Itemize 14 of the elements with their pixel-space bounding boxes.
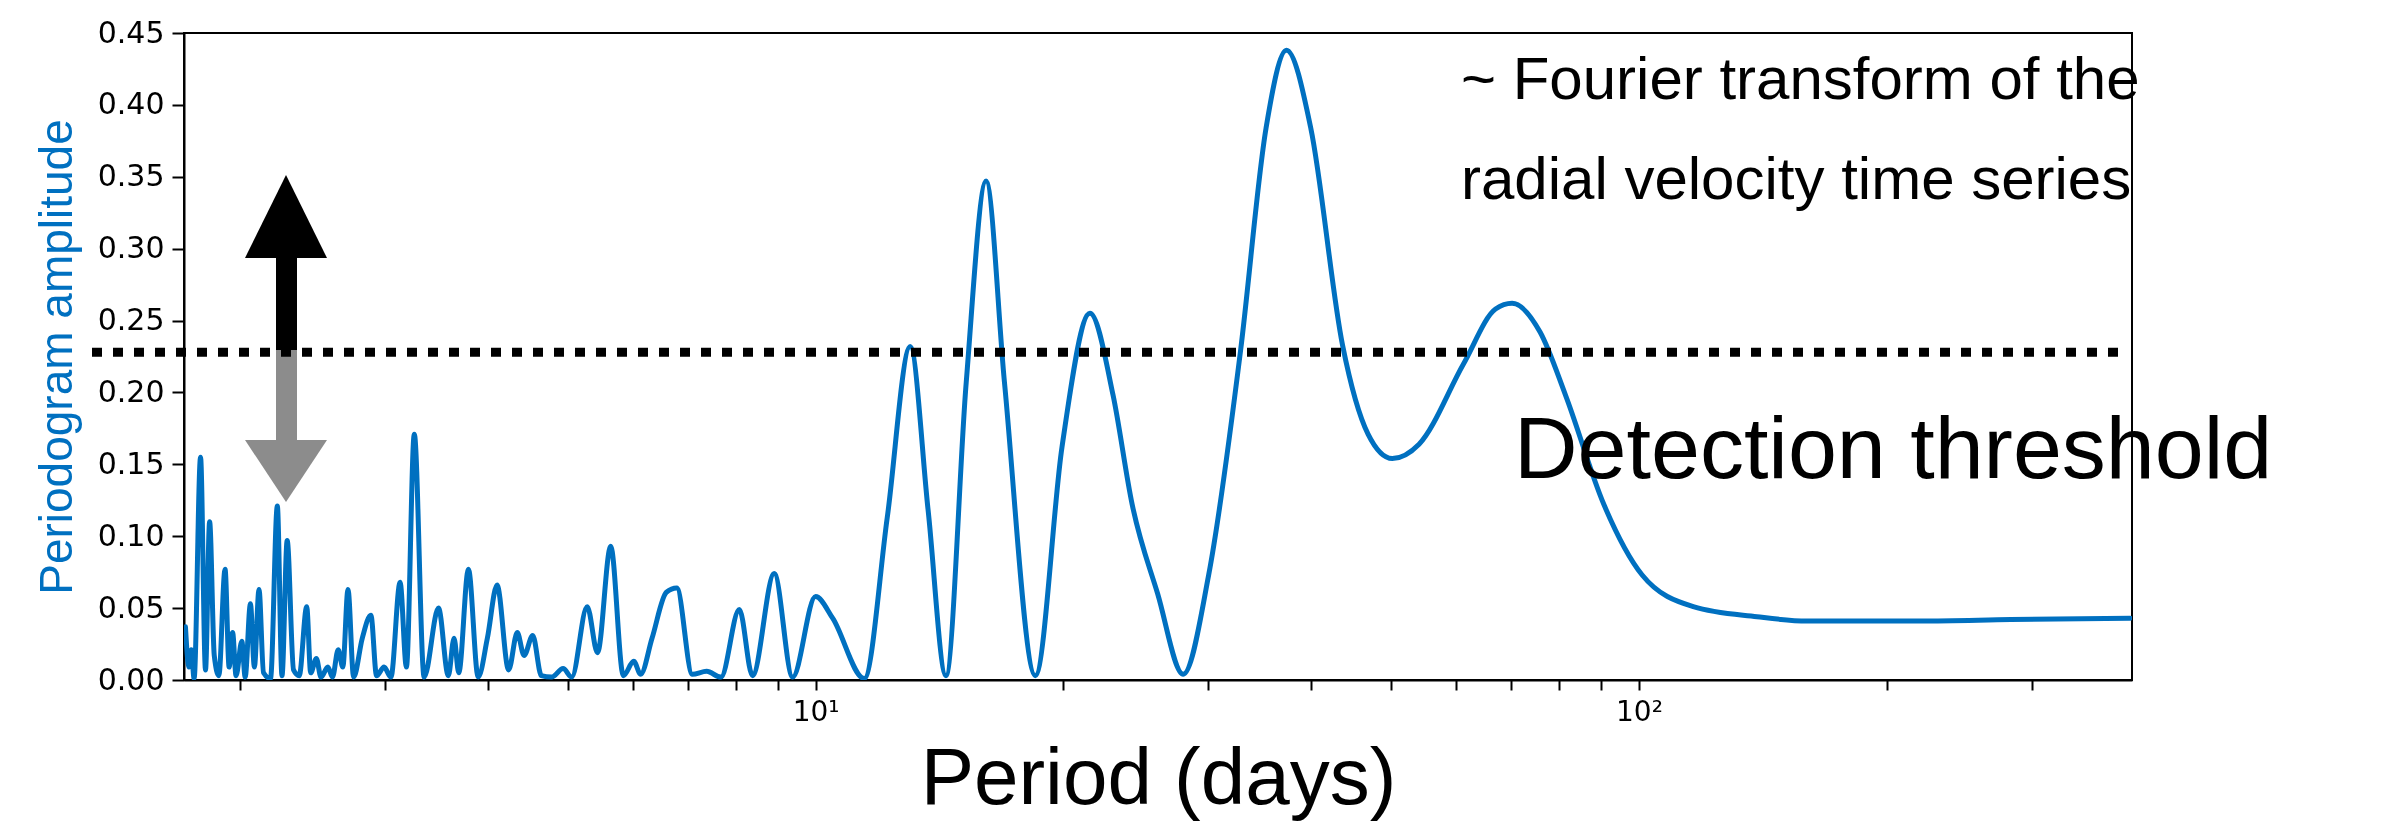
y-axis-title: Periodogram amplitude bbox=[29, 119, 82, 595]
x-tick-label: 10¹ bbox=[792, 694, 840, 728]
y-tick-label: 0.00 bbox=[97, 661, 165, 697]
y-tick-label: 0.20 bbox=[97, 373, 165, 409]
y-tick-label: 0.15 bbox=[97, 445, 165, 481]
y-tick-label: 0.40 bbox=[97, 86, 165, 122]
x-tick-label: 10² bbox=[1616, 694, 1663, 728]
y-tick-label: 0.45 bbox=[97, 14, 165, 50]
x-axis-title: Period (days) bbox=[920, 731, 1397, 821]
y-tick-label: 0.35 bbox=[97, 158, 165, 194]
y-tick-label: 0.10 bbox=[97, 517, 165, 553]
y-tick-label: 0.30 bbox=[97, 230, 165, 266]
y-tick-label: 0.25 bbox=[97, 302, 165, 338]
y-tick-label: 0.05 bbox=[97, 589, 165, 625]
